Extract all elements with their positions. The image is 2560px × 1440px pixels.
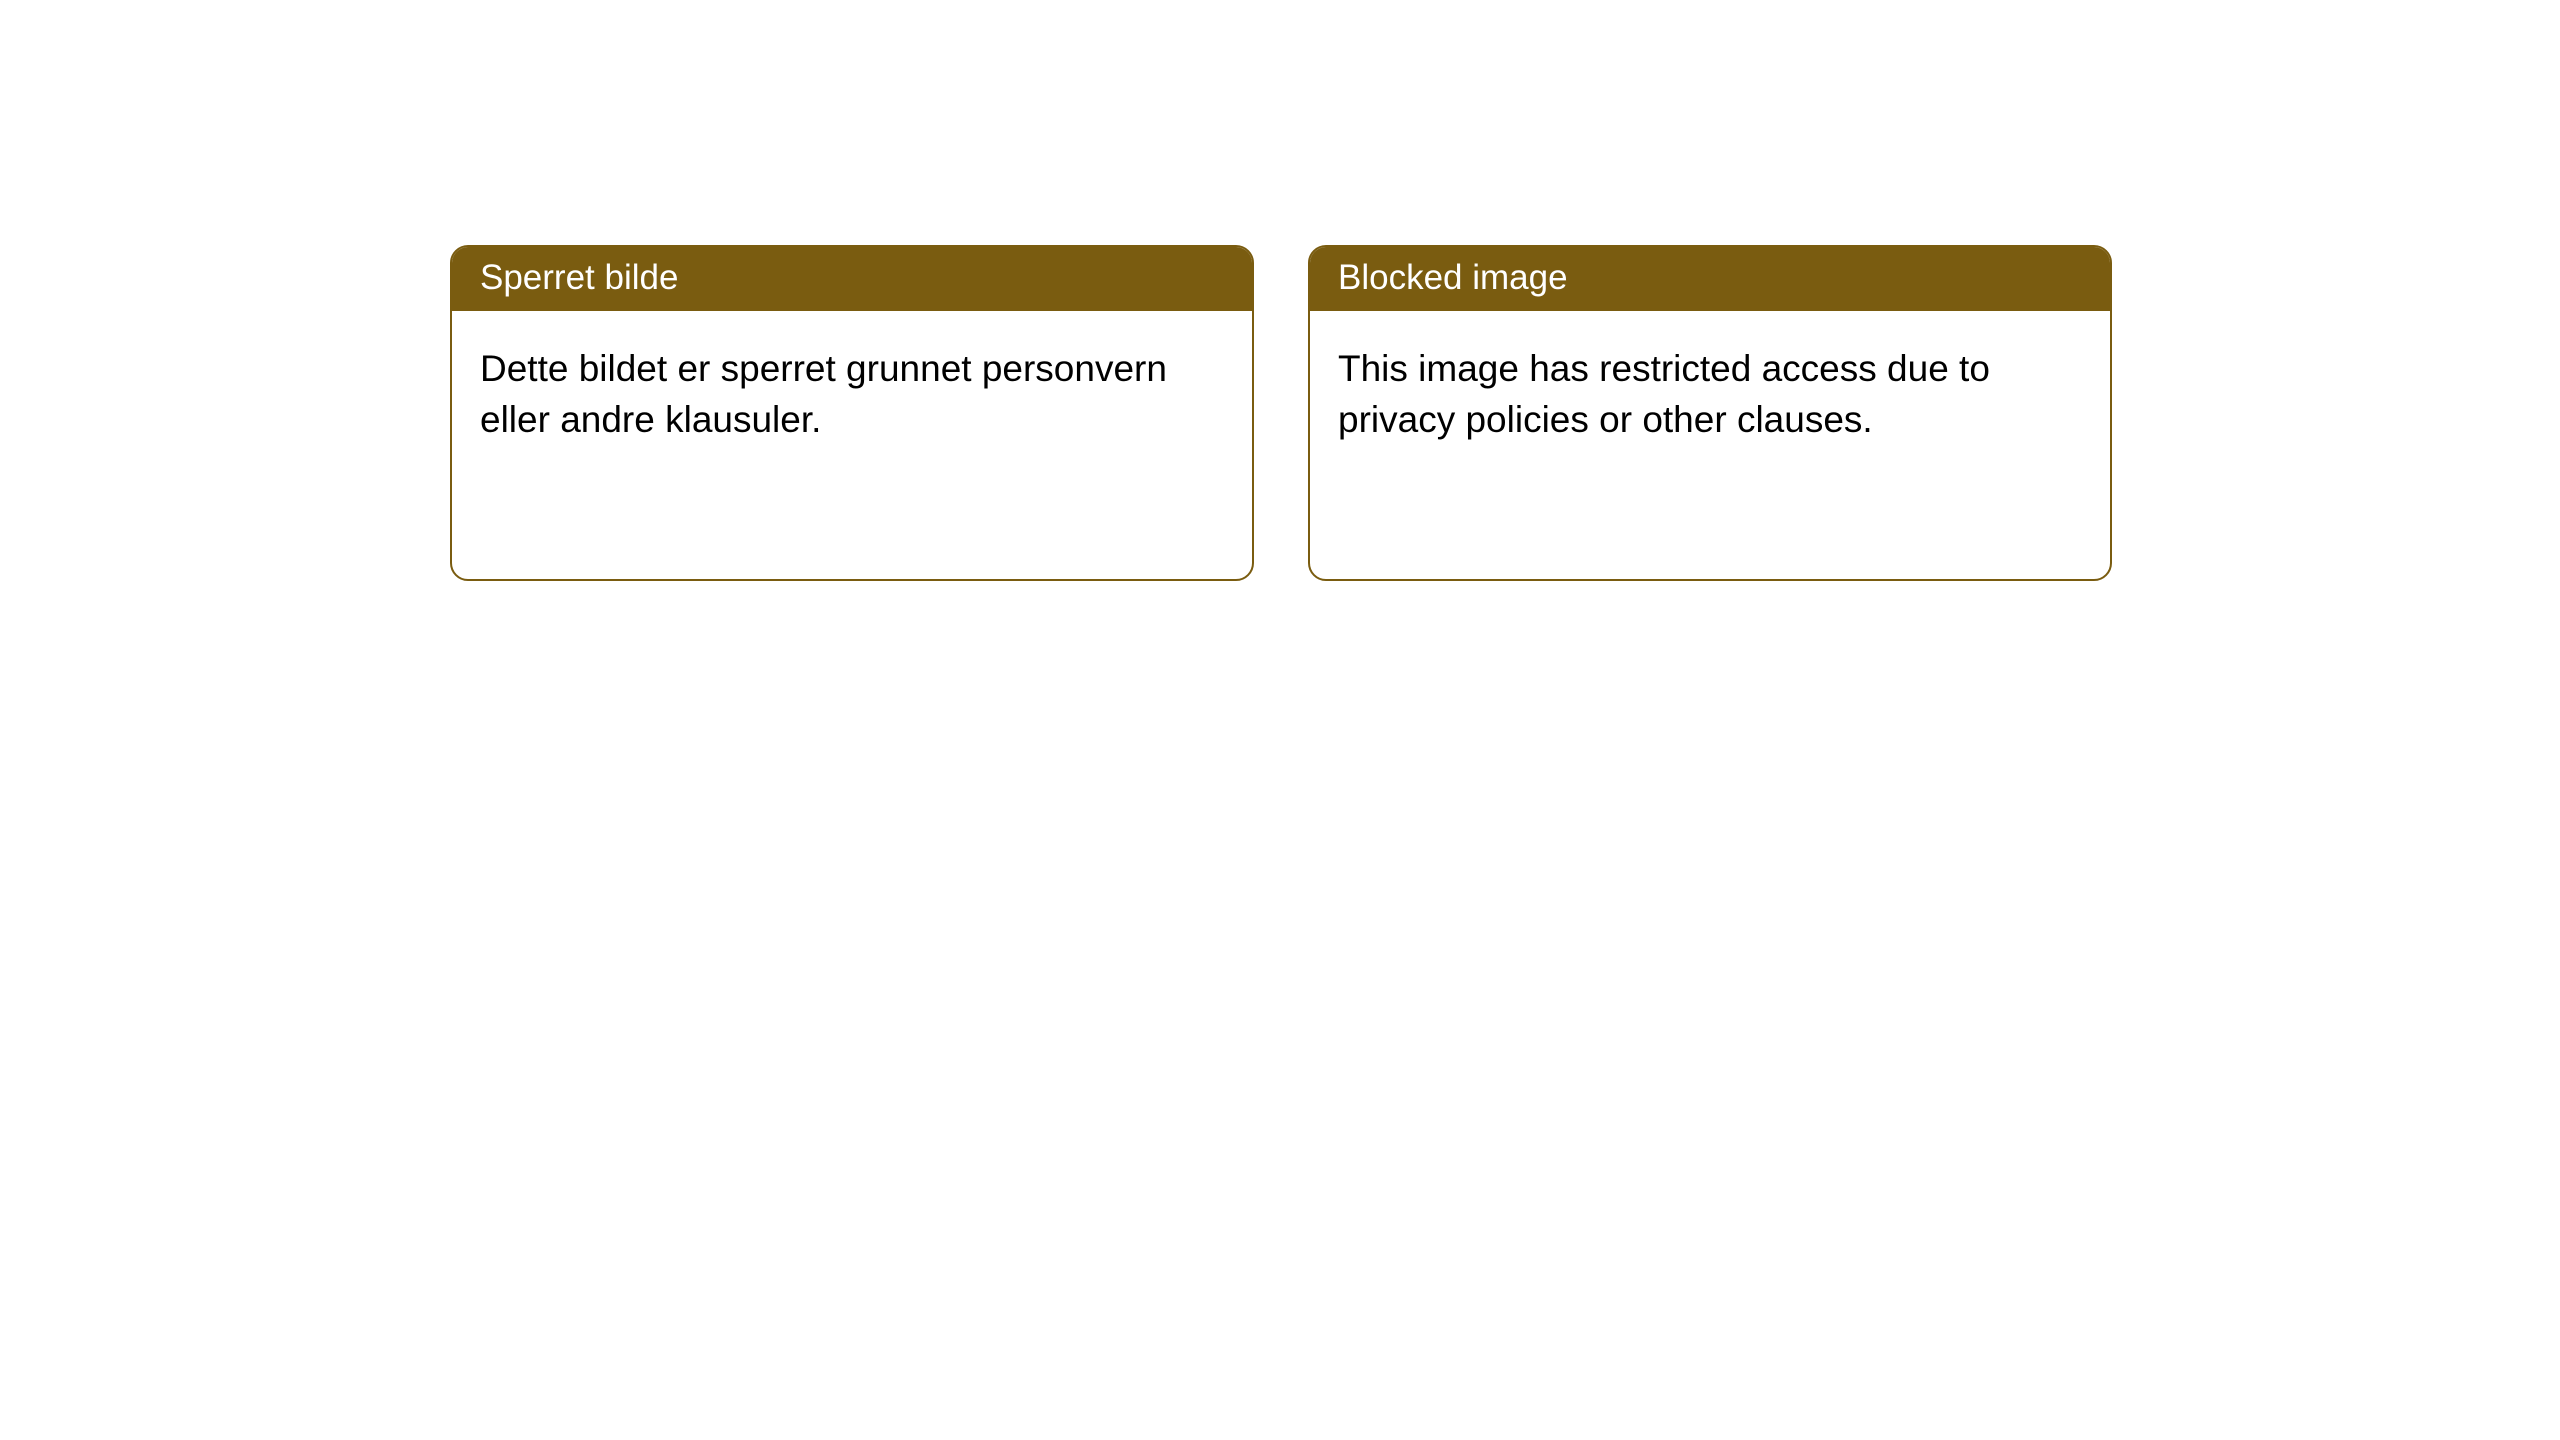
notice-card-body: Dette bildet er sperret grunnet personve… (452, 311, 1252, 477)
notice-card-en: Blocked image This image has restricted … (1308, 245, 2112, 581)
notice-card-no: Sperret bilde Dette bildet er sperret gr… (450, 245, 1254, 581)
notice-card-header: Blocked image (1310, 247, 2110, 311)
notice-card-header: Sperret bilde (452, 247, 1252, 311)
notice-card-body: This image has restricted access due to … (1310, 311, 2110, 477)
notice-cards-container: Sperret bilde Dette bildet er sperret gr… (450, 245, 2112, 581)
